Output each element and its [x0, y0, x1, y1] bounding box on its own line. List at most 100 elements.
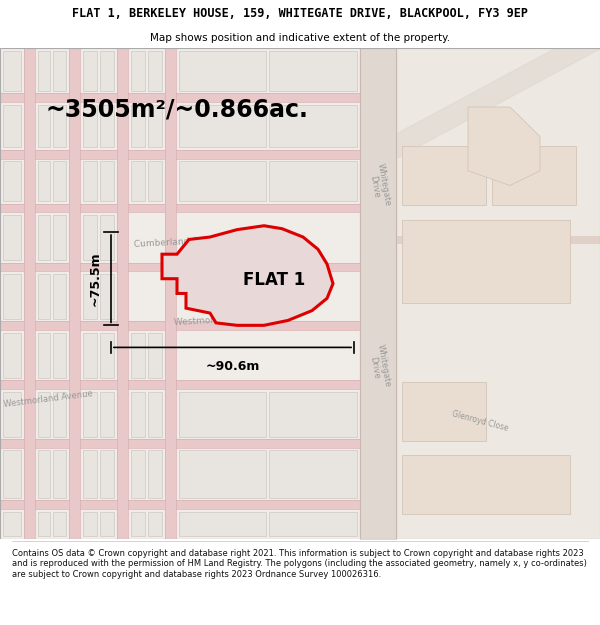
Bar: [53, 332, 66, 378]
Text: FLAT 1, BERKELEY HOUSE, 159, WHITEGATE DRIVE, BLACKPOOL, FY3 9EP: FLAT 1, BERKELEY HOUSE, 159, WHITEGATE D…: [72, 7, 528, 20]
Bar: [0, 204, 363, 212]
Bar: [3, 391, 21, 437]
Bar: [100, 104, 114, 148]
Bar: [131, 512, 145, 536]
Bar: [100, 215, 114, 260]
Bar: [83, 451, 97, 498]
Bar: [198, 261, 243, 294]
Bar: [0, 93, 363, 102]
Bar: [38, 161, 50, 201]
Bar: [83, 332, 97, 378]
Bar: [3, 512, 21, 536]
Bar: [117, 48, 128, 539]
Bar: [131, 451, 145, 498]
Bar: [148, 104, 162, 148]
Bar: [402, 146, 486, 205]
Text: ~75.5m: ~75.5m: [89, 251, 102, 306]
Bar: [269, 51, 357, 91]
Bar: [269, 161, 357, 201]
Bar: [83, 512, 97, 536]
Bar: [492, 146, 576, 205]
Bar: [83, 391, 97, 437]
Bar: [38, 215, 50, 260]
Bar: [148, 451, 162, 498]
Bar: [179, 51, 266, 91]
Bar: [38, 451, 50, 498]
Text: Contains OS data © Crown copyright and database right 2021. This information is : Contains OS data © Crown copyright and d…: [12, 549, 587, 579]
Bar: [83, 51, 97, 91]
Bar: [38, 332, 50, 378]
Bar: [0, 321, 363, 330]
Bar: [69, 48, 80, 539]
Bar: [83, 215, 97, 260]
Bar: [53, 274, 66, 319]
Bar: [100, 274, 114, 319]
Bar: [216, 242, 270, 271]
Bar: [83, 274, 97, 319]
Bar: [131, 391, 145, 437]
Text: ~3505m²/~0.866ac.: ~3505m²/~0.866ac.: [46, 98, 308, 121]
Bar: [179, 512, 266, 536]
Bar: [269, 512, 357, 536]
Bar: [100, 512, 114, 536]
Bar: [100, 451, 114, 498]
Bar: [402, 220, 570, 303]
Bar: [53, 161, 66, 201]
Bar: [396, 48, 600, 539]
Bar: [252, 244, 303, 274]
Bar: [3, 451, 21, 498]
Bar: [0, 262, 363, 271]
Text: FLAT 1: FLAT 1: [243, 271, 305, 289]
Bar: [3, 215, 21, 260]
Bar: [269, 104, 357, 148]
Text: ~90.6m: ~90.6m: [205, 359, 260, 372]
Bar: [131, 332, 145, 378]
Bar: [402, 456, 570, 514]
Polygon shape: [162, 226, 333, 326]
Bar: [100, 161, 114, 201]
Bar: [179, 451, 266, 498]
Bar: [3, 274, 21, 319]
Bar: [148, 512, 162, 536]
Bar: [38, 274, 50, 319]
Polygon shape: [468, 107, 540, 186]
Bar: [53, 451, 66, 498]
Bar: [53, 215, 66, 260]
Bar: [148, 391, 162, 437]
Bar: [179, 391, 266, 437]
Bar: [0, 48, 360, 539]
Bar: [269, 391, 357, 437]
Bar: [148, 161, 162, 201]
Bar: [0, 380, 363, 389]
Bar: [3, 332, 21, 378]
Bar: [100, 332, 114, 378]
Bar: [83, 104, 97, 148]
Bar: [3, 51, 21, 91]
Bar: [269, 451, 357, 498]
Bar: [3, 104, 21, 148]
Bar: [0, 501, 363, 509]
Text: Whitegate
Drive: Whitegate Drive: [366, 344, 392, 390]
Bar: [3, 161, 21, 201]
Bar: [165, 48, 176, 539]
Text: Whitegate
Drive: Whitegate Drive: [366, 162, 392, 209]
Bar: [0, 149, 363, 159]
Text: Westmorland Avenue: Westmorland Avenue: [3, 389, 93, 409]
Bar: [100, 391, 114, 437]
Bar: [131, 51, 145, 91]
Bar: [53, 104, 66, 148]
Bar: [38, 512, 50, 536]
Bar: [53, 391, 66, 437]
Bar: [148, 332, 162, 378]
Text: Glenroyd Close: Glenroyd Close: [451, 409, 509, 433]
Text: Map shows position and indicative extent of the property.: Map shows position and indicative extent…: [150, 32, 450, 43]
Bar: [53, 512, 66, 536]
Bar: [38, 51, 50, 91]
Bar: [83, 161, 97, 201]
Bar: [179, 104, 266, 148]
Bar: [179, 161, 266, 201]
Bar: [38, 391, 50, 437]
Bar: [24, 48, 35, 539]
Text: Cumberland Avenue: Cumberland Avenue: [134, 235, 226, 249]
Text: Westmorland Avenue: Westmorland Avenue: [173, 313, 271, 328]
